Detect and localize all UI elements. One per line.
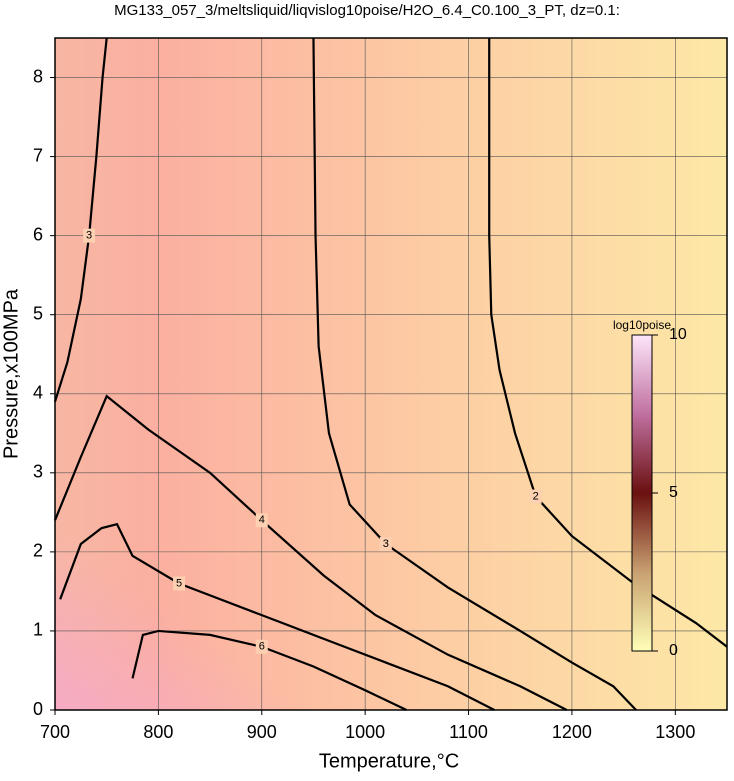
y-tick-label: 6 xyxy=(33,224,43,244)
chart-title: MG133_057_3/meltsliquid/liqvislog10poise… xyxy=(114,2,620,19)
y-tick-label: 7 xyxy=(33,145,43,165)
contour-label: 4 xyxy=(259,514,265,526)
contour-label-bg xyxy=(379,536,392,551)
x-tick-label: 800 xyxy=(143,722,173,742)
contour-line xyxy=(488,38,728,648)
contour-label: 3 xyxy=(86,230,92,242)
x-tick-label: 1000 xyxy=(345,722,385,742)
contour-label-bg xyxy=(529,489,542,504)
colorbar-tick-label: 0 xyxy=(669,642,678,659)
y-tick-label: 1 xyxy=(33,620,43,640)
x-tick-label: 700 xyxy=(40,722,70,742)
contour-label-bg xyxy=(83,228,96,243)
y-axis-label: Pressure,x100MPa xyxy=(0,288,22,459)
x-tick-label: 900 xyxy=(247,722,277,742)
contour-label-bg xyxy=(173,576,186,591)
contour-label: 5 xyxy=(176,577,182,589)
x-tick-label: 1200 xyxy=(552,722,592,742)
x-axis-label: Temperature,°C xyxy=(319,750,459,772)
y-tick-label: 3 xyxy=(33,462,43,482)
y-tick-label: 4 xyxy=(33,383,43,403)
contour-line xyxy=(131,629,407,711)
colorbar-tick-label: 5 xyxy=(669,484,678,501)
contour-label: 3 xyxy=(383,538,389,550)
contour-label: 6 xyxy=(259,641,265,653)
contour-label-bg xyxy=(255,639,268,654)
plot-shade xyxy=(55,400,475,710)
plot-frame xyxy=(54,37,728,711)
colorbar-tick-label: 10 xyxy=(669,326,687,343)
x-tick-label: 1100 xyxy=(449,722,488,742)
y-tick-label: 2 xyxy=(33,541,43,561)
contour-label: 2 xyxy=(533,490,539,502)
contour-label-bg xyxy=(255,513,268,528)
colorbar-label: log10poise xyxy=(613,318,671,332)
y-tick-label: 5 xyxy=(33,303,43,323)
y-tick-label: 8 xyxy=(33,66,43,86)
x-tick-label: 1300 xyxy=(655,722,695,742)
y-tick-label: 0 xyxy=(33,699,43,719)
colorbar xyxy=(631,334,653,652)
